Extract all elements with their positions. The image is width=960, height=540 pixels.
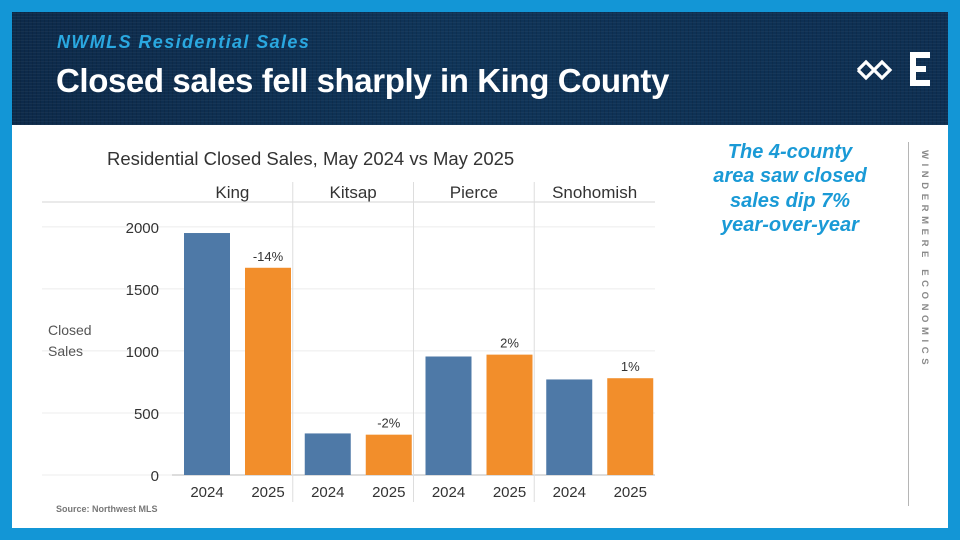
y-axis-label: Closed (48, 322, 92, 338)
x-tick-label: 2024 (553, 484, 586, 501)
group-header-pierce: Pierce (450, 183, 498, 202)
x-tick-label: 2024 (432, 484, 465, 501)
bar-pierce-2024 (425, 356, 472, 475)
windermere-logo-icon (856, 52, 930, 86)
x-tick-label: 2025 (372, 484, 405, 501)
callout-text: The 4-county area saw closed sales dip 7… (680, 140, 900, 238)
bar-kitsap-2024 (304, 433, 351, 475)
group-header-king: King (215, 183, 249, 202)
x-tick-label: 2025 (614, 484, 647, 501)
header-banner (12, 12, 948, 125)
bar-snohomish-2025 (607, 378, 654, 475)
x-tick-label: 2025 (493, 484, 526, 501)
x-tick-label: 2024 (311, 484, 344, 501)
y-tick-label: 500 (134, 406, 159, 423)
source-note: Source: Northwest MLS (56, 504, 158, 514)
callout-line: area saw closed (713, 165, 867, 188)
group-header-kitsap: Kitsap (330, 183, 377, 202)
y-tick-label: 0 (151, 468, 159, 485)
y-tick-label: 1000 (126, 344, 159, 361)
slide-frame: NWMLS Residential Sales Closed sales fel… (12, 12, 948, 528)
y-tick-label: 2000 (126, 220, 159, 237)
y-axis-label: Sales (48, 343, 83, 359)
x-tick-label: 2025 (251, 484, 284, 501)
chart-title: Residential Closed Sales, May 2024 vs Ma… (107, 148, 514, 169)
header-kicker: NWMLS Residential Sales (57, 32, 311, 52)
page-title: Closed sales fell sharply in King County (56, 62, 669, 99)
bar-king-2025 (245, 267, 291, 475)
data-label: 1% (621, 359, 640, 374)
bar-snohomish-2024 (546, 379, 593, 475)
callout-line: The 4-county (727, 141, 853, 163)
callout-line: year-over-year (721, 214, 859, 237)
callout-line: sales dip 7% (729, 189, 851, 212)
data-label: -14% (253, 249, 284, 264)
closed-sales-chart: Residential Closed Sales, May 2024 vs Ma… (42, 148, 655, 502)
data-label: -2% (377, 416, 401, 431)
data-label: 2% (500, 336, 519, 351)
bar-pierce-2025 (486, 354, 533, 475)
x-tick-label: 2024 (190, 484, 223, 501)
vertical-divider (908, 142, 909, 506)
bar-kitsap-2025 (365, 434, 412, 475)
group-header-snohomish: Snohomish (552, 183, 637, 202)
y-tick-label: 1500 (126, 282, 159, 299)
bar-king-2024 (184, 233, 230, 475)
